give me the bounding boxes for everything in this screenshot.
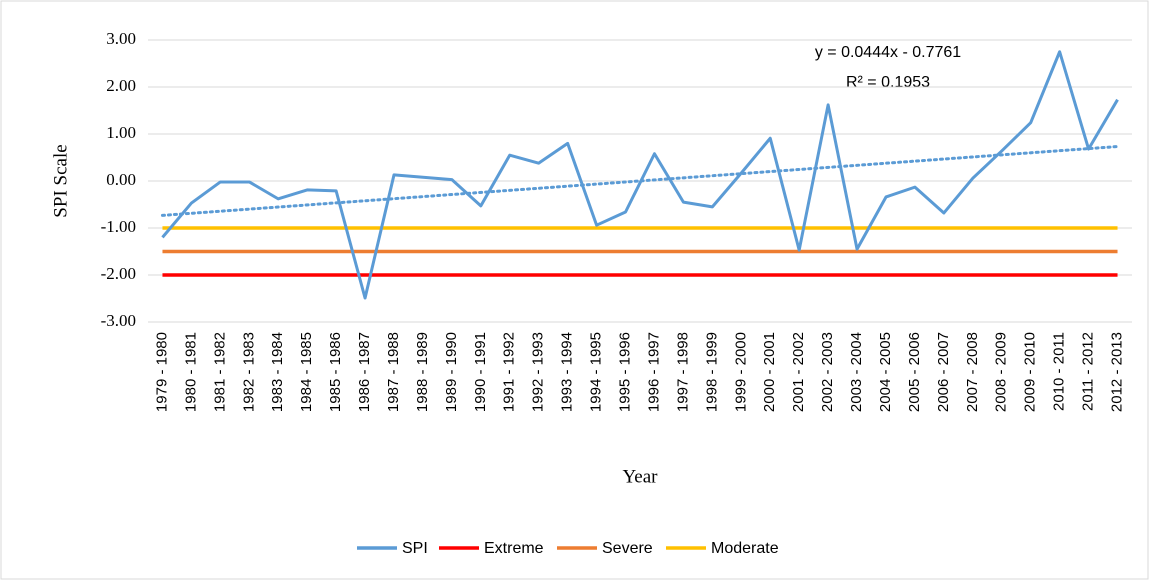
x-tick-label: 1992 - 1993 [530,332,547,412]
series-line [161,50,1119,300]
legend-label: Severe [602,540,653,557]
y-tick-label: 3.00 [106,29,136,48]
x-tick-label: 2008 - 2009 [993,332,1010,412]
trend-equation: y = 0.0444x - 0.7761 [815,44,961,61]
trend-r-squared: R² = 0.1953 [846,74,930,91]
x-tick-label: 1997 - 1998 [674,332,691,412]
x-tick-label: 1982 - 1983 [240,332,257,412]
legend-label: SPI [402,540,428,557]
x-tick-label: 1994 - 1995 [588,332,605,412]
y-tick-label: 1.00 [106,123,136,142]
x-tick-label: 1999 - 2000 [732,332,749,412]
x-tick-label: 1984 - 1985 [298,332,315,412]
x-tick-label: 2002 - 2003 [819,332,836,412]
y-tick-label: 0.00 [106,170,136,189]
x-tick-label: 2000 - 2001 [761,332,778,412]
x-tick-label: 1996 - 1997 [645,332,662,412]
y-tick-label: -1.00 [101,217,136,236]
x-axis-title: Year [622,466,658,487]
y-tick-label: 2.00 [106,76,136,95]
legend-label: Moderate [711,540,779,557]
x-tick-label: 1990 - 1991 [472,332,489,412]
x-tick-label: 2004 - 2005 [877,332,894,412]
x-tick-label: 2006 - 2007 [935,332,952,412]
y-tick-label: -2.00 [101,264,136,283]
x-tick-label: 2001 - 2002 [790,332,807,412]
x-tick-label: 1987 - 1988 [385,332,402,412]
x-tick-label: 2009 - 2010 [1022,332,1039,412]
x-tick-label: 1993 - 1994 [559,332,576,412]
x-tick-label: 1995 - 1996 [616,332,633,412]
x-tick-label: 1991 - 1992 [501,332,518,412]
x-tick-label: 1979 - 1980 [153,332,170,412]
x-tick-label: 2010 - 2011 [1051,332,1068,411]
x-tick-label: 2007 - 2008 [964,332,981,412]
x-tick-label: 2012 - 2013 [1108,332,1125,412]
x-tick-label: 1986 - 1987 [356,332,373,412]
x-tick-label: 1988 - 1989 [414,332,431,412]
x-tick-label: 2005 - 2006 [906,332,923,412]
y-axis-title: SPI Scale [50,144,71,217]
x-tick-label: 1989 - 1990 [443,332,460,412]
x-tick-label: 2003 - 2004 [848,332,865,412]
x-tick-label: 1981 - 1982 [211,332,228,412]
x-tick-label: 1985 - 1986 [327,332,344,412]
x-tick-label: 1998 - 1999 [703,332,720,412]
x-tick-label: 1983 - 1984 [269,332,286,412]
x-tick-label: 1980 - 1981 [182,332,199,412]
legend-label: Extreme [484,540,544,557]
x-tick-label: 2011 - 2012 [1080,332,1097,411]
y-tick-label: -3.00 [101,311,136,330]
